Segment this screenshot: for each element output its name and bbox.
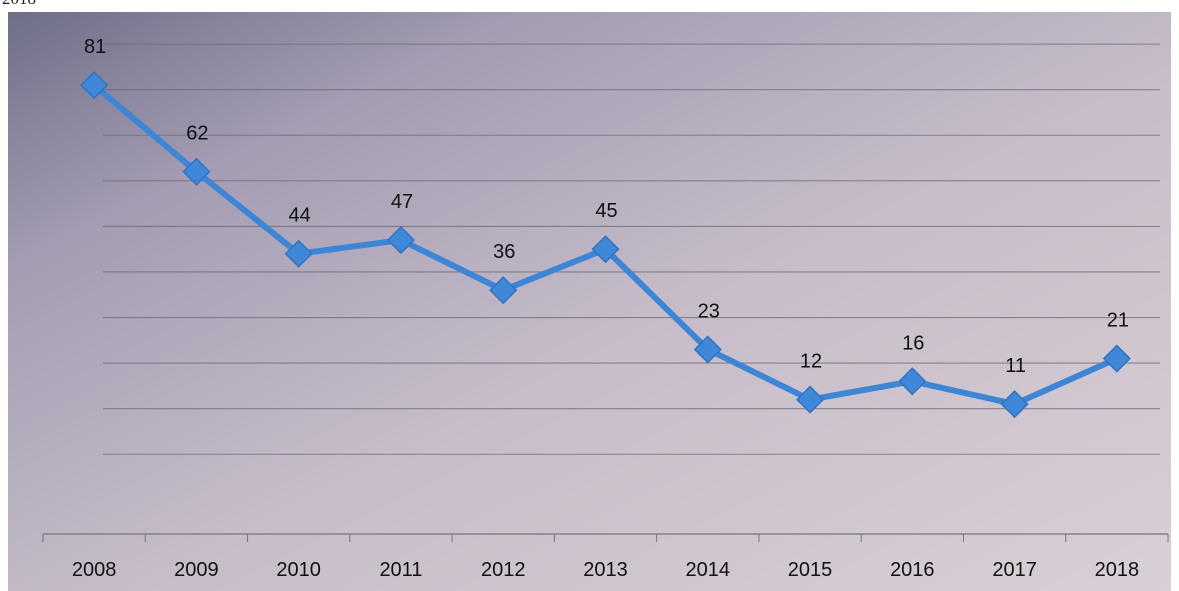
- data-point-marker-2013: [591, 235, 620, 264]
- data-point-marker-2016: [898, 367, 927, 396]
- x-tick-label-2018: 2018: [1095, 559, 1140, 581]
- x-tick-label-2016: 2016: [890, 559, 935, 581]
- x-tick-label-2017: 2017: [992, 559, 1037, 581]
- data-label-2014: 23: [698, 300, 720, 322]
- data-label-2013: 45: [595, 200, 617, 222]
- x-tick-label-2012: 2012: [481, 559, 526, 581]
- data-label-2011: 47: [391, 191, 413, 213]
- x-tick-label-2008: 2008: [72, 559, 117, 581]
- data-point-marker-2009: [182, 157, 211, 186]
- x-tick-label-2011: 2011: [379, 559, 422, 581]
- gridlines: [103, 43, 1160, 455]
- data-point-marker-2015: [795, 385, 825, 414]
- data-point-marker-2008: [80, 71, 109, 100]
- data-point-marker-2014: [693, 335, 722, 364]
- x-tick-label-2009: 2009: [174, 559, 219, 581]
- data-label-2009: 62: [186, 123, 208, 145]
- x-tick-labels: 2008 2009 2010 2011 2012 2013 2014 2015 2016 2017…: [72, 559, 1139, 581]
- data-labels: 81 62 44 47 36 45 23 12 16 11 21: [84, 36, 1129, 377]
- data-label-2012: 36: [493, 241, 515, 263]
- data-point-marker-2017: [1000, 390, 1029, 419]
- data-label-2015: 12: [800, 351, 822, 373]
- x-tick-label-2014: 2014: [686, 559, 731, 581]
- data-label-2010: 44: [289, 205, 311, 227]
- x-axis: [42, 533, 1169, 542]
- plot-background: [8, 12, 1171, 591]
- data-label-2016: 16: [902, 332, 924, 354]
- data-point-marker-2018: [1102, 344, 1131, 373]
- x-tick-label-2013: 2013: [583, 559, 628, 581]
- scan-caption: 2018: [2, 0, 36, 7]
- x-tick-label-2010: 2010: [276, 559, 321, 581]
- data-point-marker-2011: [386, 226, 416, 255]
- data-label-2008: 81: [84, 36, 106, 58]
- data-point-marker-2010: [284, 239, 313, 268]
- data-label-2017: 11: [1005, 355, 1026, 377]
- markers: [80, 71, 1131, 419]
- data-label-2018: 21: [1107, 310, 1129, 332]
- data-point-marker-2012: [489, 276, 518, 305]
- x-tick-label-2015: 2015: [788, 559, 833, 581]
